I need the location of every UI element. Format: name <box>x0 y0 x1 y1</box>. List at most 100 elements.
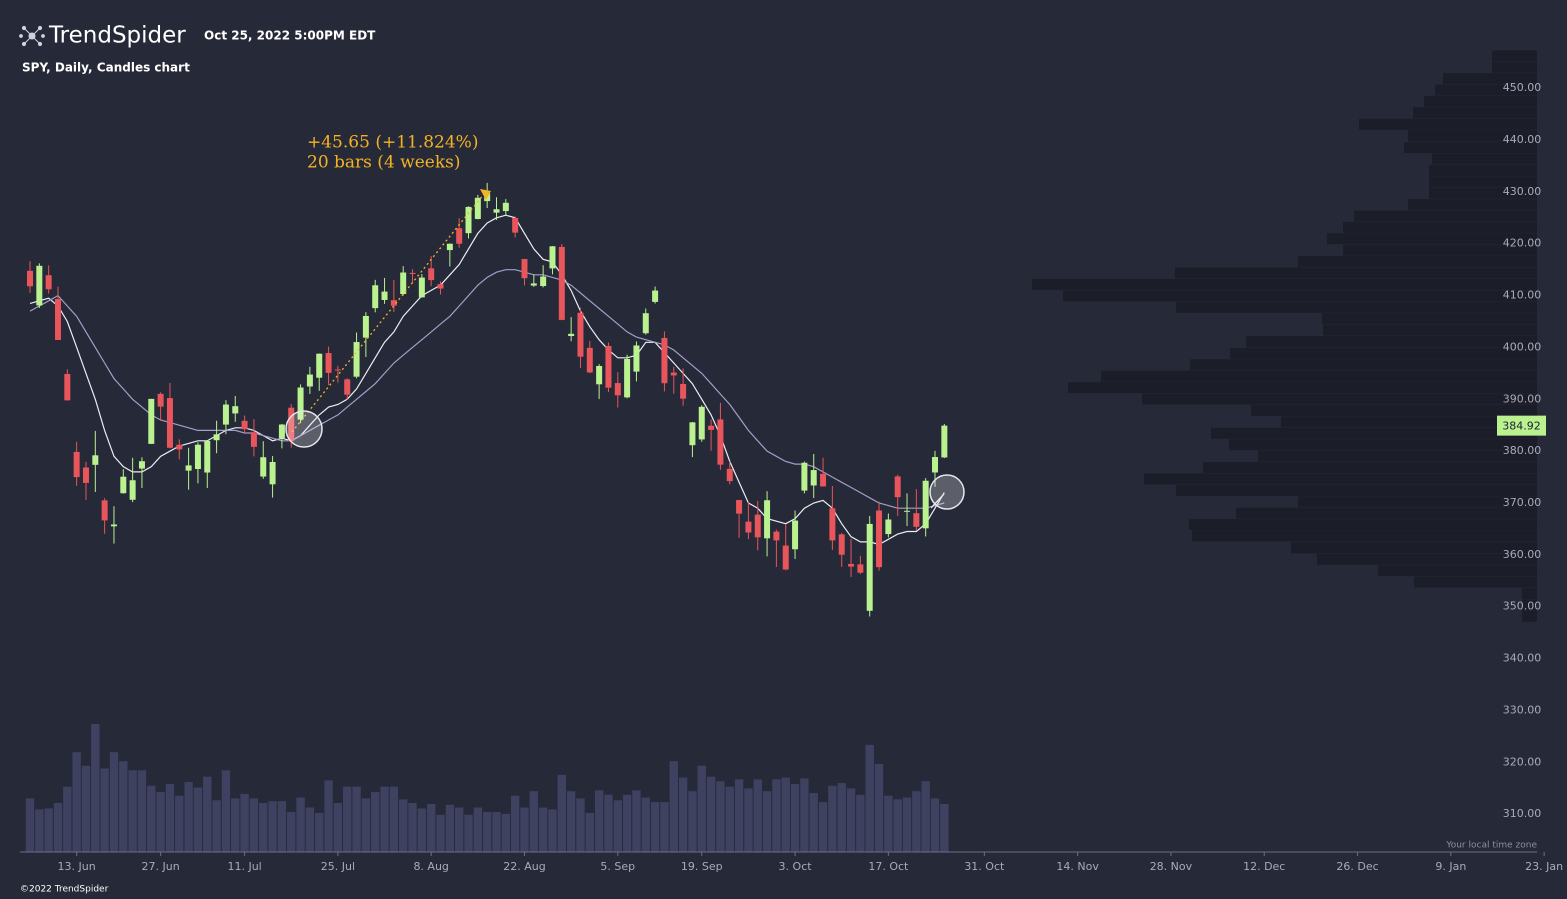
volume-bar <box>436 814 445 852</box>
volume-bar <box>63 786 72 852</box>
candle-body <box>288 407 295 442</box>
footer: ©2022 TrendSpider <box>20 885 109 895</box>
volume-bar <box>716 781 725 852</box>
profile-bar <box>1327 233 1537 245</box>
profile-bar <box>1144 473 1537 485</box>
profile-bar <box>1435 84 1537 96</box>
profile-bar <box>1246 336 1537 348</box>
volume-bar <box>399 799 408 852</box>
candle-body <box>894 476 901 498</box>
volume-bar <box>706 776 716 852</box>
y-tick-label: 430.00 <box>1503 185 1542 198</box>
volume-bar <box>35 809 44 852</box>
candle-body <box>661 337 668 384</box>
candle-body <box>372 285 379 309</box>
y-tick-label: 380.00 <box>1503 444 1542 457</box>
volume-bar <box>352 786 361 852</box>
candle-body <box>390 300 397 306</box>
candle-body <box>166 398 173 448</box>
volume-bar <box>650 802 660 852</box>
volume-bar <box>781 777 790 852</box>
candle-body <box>176 444 183 450</box>
y-tick-label: 360.00 <box>1503 548 1542 561</box>
candle-body <box>36 265 43 306</box>
y-tick-label: 340.00 <box>1503 652 1542 665</box>
volume-bar <box>622 794 632 852</box>
volume-bar <box>548 809 557 852</box>
candle-body <box>129 480 136 500</box>
candle-body <box>353 342 360 377</box>
candle-body <box>642 313 649 334</box>
volume-bar <box>287 812 296 852</box>
x-tick-label: 22. Aug <box>503 860 545 873</box>
y-tick-label: 310.00 <box>1503 807 1542 820</box>
profile-bar <box>1343 244 1537 256</box>
volume-bar <box>520 807 529 852</box>
volume-bar <box>221 770 231 852</box>
candle-body <box>866 523 873 611</box>
profile-bar <box>1322 313 1537 325</box>
profile-bar <box>1354 210 1537 222</box>
volume-bar <box>268 801 277 852</box>
candle-body <box>614 383 621 396</box>
volume-bar <box>91 724 100 852</box>
candle-body <box>558 246 565 320</box>
candle-body <box>577 312 584 357</box>
volume-bar <box>249 798 259 852</box>
volume-bar <box>632 790 641 852</box>
candle-body <box>885 519 892 535</box>
volume-bar <box>800 778 809 852</box>
x-tick-label: 5. Sep <box>600 860 635 873</box>
measure-change: +45.65 (+11.824%) <box>307 133 478 153</box>
candle-body <box>764 500 771 539</box>
profile-bar <box>1175 267 1537 279</box>
candle-body <box>428 268 435 281</box>
volume-bar <box>147 785 156 852</box>
y-tick-label: 330.00 <box>1503 703 1542 716</box>
moving-average <box>29 269 945 509</box>
candle-body <box>493 209 500 213</box>
volume-bar <box>921 781 930 852</box>
profile-bar <box>1408 199 1537 211</box>
x-tick-label: 26. Dec <box>1336 860 1378 873</box>
candle-body <box>726 468 733 482</box>
x-tick-label: 19. Sep <box>681 860 723 873</box>
candle-body <box>904 510 911 512</box>
candle-body <box>782 545 789 570</box>
candle-body <box>717 419 724 465</box>
volume-bar <box>688 791 697 852</box>
volume-bar <box>81 765 91 852</box>
profile-bar <box>1378 565 1537 577</box>
volume-bar <box>212 800 221 852</box>
volume-bar <box>464 814 473 852</box>
candle-body <box>922 480 929 529</box>
x-tick-label: 14. Nov <box>1056 860 1099 873</box>
volume-bar <box>846 788 856 852</box>
chart-label: SPY, Daily, Candles chart <box>22 61 190 75</box>
x-tick-label: 11. Jul <box>227 860 261 873</box>
candle-body <box>680 383 687 399</box>
profile-bar <box>1298 256 1537 268</box>
volume-bar <box>454 807 464 852</box>
volume-bar <box>380 786 389 852</box>
volume-bar <box>940 803 949 852</box>
candle-body <box>801 462 808 491</box>
profile-bar <box>1032 278 1537 290</box>
candle-body <box>549 246 556 269</box>
candle-body <box>736 499 743 514</box>
volume-bar <box>482 812 492 852</box>
volume-bar <box>53 802 63 852</box>
profile-bar <box>1429 164 1537 176</box>
y-tick-label: 320.00 <box>1503 755 1542 768</box>
volume-bar <box>725 786 734 852</box>
profile-bar <box>1291 541 1537 554</box>
candle-body <box>437 284 444 289</box>
y-tick-label: 370.00 <box>1503 496 1542 509</box>
volume-bar <box>361 798 371 852</box>
x-tick-label: 31. Oct <box>964 860 1005 873</box>
candle-body <box>92 455 99 465</box>
volume-bar <box>501 813 511 852</box>
x-tick-label: 13. Jun <box>58 860 96 873</box>
profile-bar <box>1522 610 1537 622</box>
candle-body <box>400 272 407 295</box>
